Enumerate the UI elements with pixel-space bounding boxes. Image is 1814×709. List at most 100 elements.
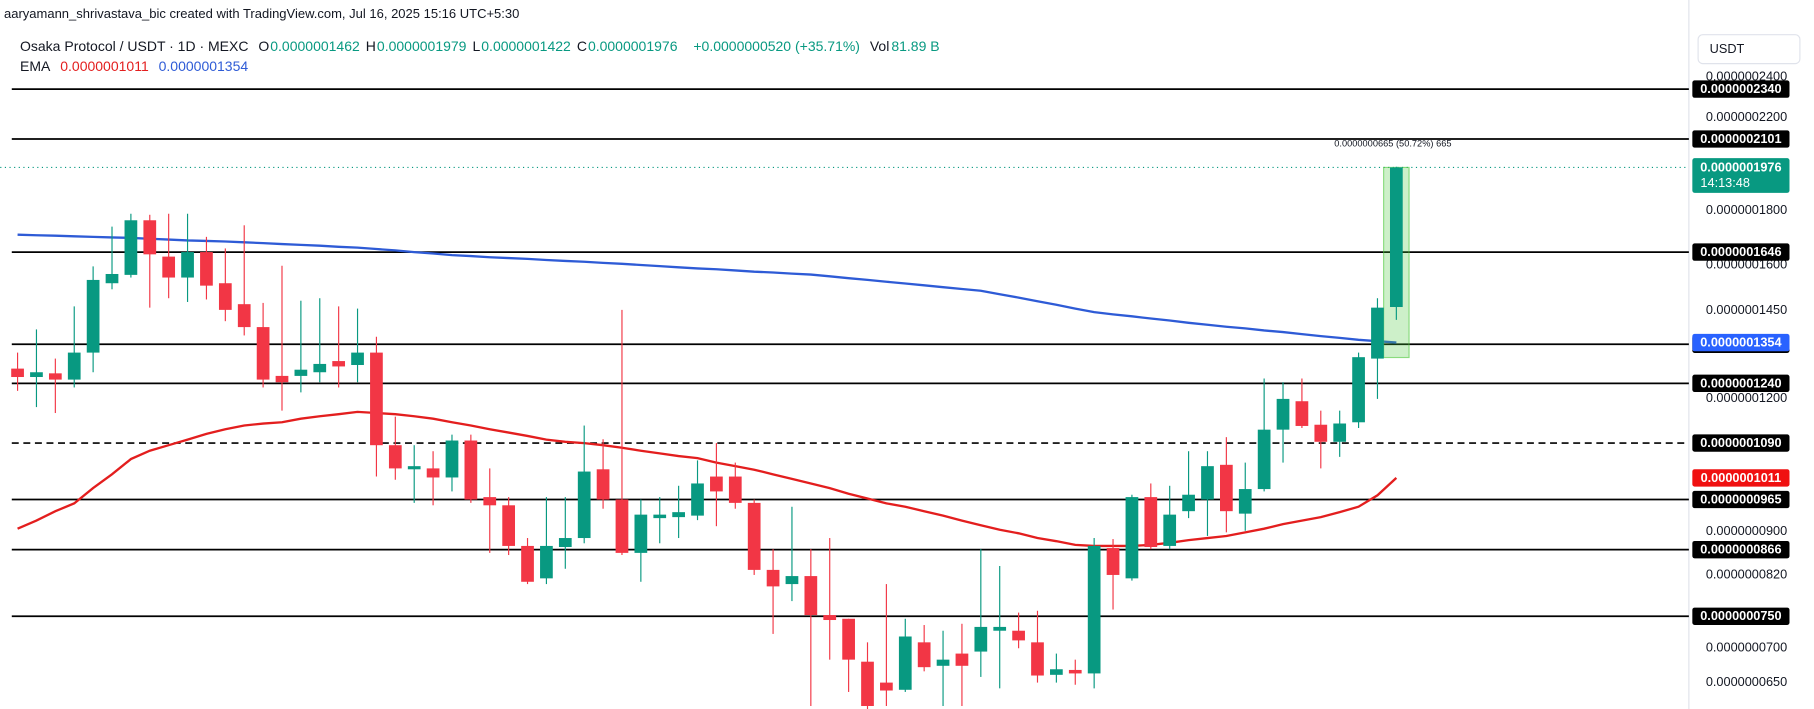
y-tick-label: 0.0000001450: [1706, 302, 1787, 317]
candle-body: [1276, 398, 1290, 430]
symbol: Osaka Protocol / USDT · 1D · MEXC: [20, 38, 249, 54]
candle-body: [502, 505, 516, 546]
ohlc-key: L: [472, 38, 481, 54]
y-tick-label: 0.0000000700: [1706, 640, 1787, 655]
ema-legend: EMA 0.0000001011 0.0000001354: [20, 58, 254, 74]
y-tick-label: 0.0000001800: [1706, 202, 1787, 217]
currency-label[interactable]: USDT: [1710, 41, 1745, 56]
candle-body: [1068, 669, 1082, 674]
candle-body: [1012, 630, 1025, 641]
candle-body: [86, 279, 100, 353]
candle-body: [615, 499, 629, 553]
level-box: [1692, 80, 1790, 98]
candle-body: [823, 615, 837, 621]
candle-body: [955, 653, 969, 666]
candle-body: [1106, 548, 1120, 575]
level-label: 0.0000001090: [1700, 435, 1781, 450]
candle-body: [181, 252, 194, 278]
candle-body: [861, 661, 874, 706]
candle-body: [521, 545, 534, 582]
candle-body: [388, 445, 402, 469]
candle-body: [710, 476, 723, 492]
candle-body: [747, 502, 761, 570]
candle-body: [48, 373, 62, 380]
candle-body: [30, 372, 43, 378]
candle-body: [313, 363, 327, 373]
candle-body: [691, 483, 704, 516]
level-box: [1692, 607, 1790, 625]
y-tick-label: 0.0000000820: [1706, 566, 1787, 581]
candle-body: [974, 626, 988, 652]
ema-box: [1692, 469, 1790, 487]
currency-button[interactable]: [1697, 34, 1801, 65]
candle-body: [1371, 307, 1384, 359]
candle-body: [1257, 429, 1271, 490]
level-label: 0.0000000965: [1700, 491, 1781, 506]
y-tick-label: 0.0000000900: [1706, 523, 1787, 538]
candle-body: [351, 352, 364, 366]
candle-body: [1389, 167, 1403, 308]
candle-body: [426, 468, 440, 478]
candle-body: [275, 375, 289, 383]
level-label: 0.0000001646: [1700, 244, 1781, 259]
candle-body: [445, 440, 459, 478]
candle-body: [464, 440, 478, 500]
attribution: aaryamann_shrivastava_bic created with T…: [4, 6, 525, 21]
candle-body: [540, 545, 553, 579]
candle-body: [634, 514, 648, 553]
candle-body: [672, 512, 685, 518]
candle-body: [917, 642, 931, 668]
ohlc-key: O: [258, 38, 270, 54]
ohlc-key: C: [576, 38, 587, 54]
candle-body: [124, 220, 138, 275]
level-box: [1692, 243, 1790, 261]
candle-body: [1050, 669, 1063, 675]
candle-body: [880, 682, 893, 691]
ema-box: [1692, 333, 1790, 352]
candle-body: [237, 304, 251, 328]
level-label: 0.0000000866: [1700, 542, 1781, 557]
y-tick-label: 0.0000002200: [1706, 109, 1787, 124]
volume-key: Vol: [869, 38, 890, 54]
candle-body: [256, 327, 270, 380]
candle-body: [332, 361, 346, 367]
candle-body: [370, 352, 383, 446]
candle-body: [1314, 424, 1328, 442]
candle-body: [596, 469, 610, 500]
attribution-text: aaryamann_shrivastava_bic created with T…: [4, 6, 520, 21]
ohlc-value: 0.0000001976: [587, 38, 678, 54]
ohlc-value: 0.0000001422: [481, 38, 571, 54]
candle-body: [1125, 497, 1139, 579]
candle-body: [105, 273, 119, 284]
candle-body: [143, 220, 157, 255]
candle-body: [804, 576, 818, 616]
y-tick-label: 0.0000001200: [1706, 390, 1787, 405]
candle-body: [1220, 464, 1233, 512]
candle-body: [1352, 357, 1365, 423]
candle-body: [1144, 497, 1158, 547]
candle-body: [1031, 642, 1044, 676]
ema-slow-value: 0.0000001354: [158, 58, 249, 74]
candle-body: [407, 466, 421, 470]
candle-body: [1295, 401, 1309, 426]
candle-body: [483, 497, 497, 506]
change: +0.0000000520 (+35.71%): [693, 38, 860, 54]
ohlc-key: H: [365, 38, 376, 54]
ohlc-value: 0.0000001979: [376, 38, 467, 54]
ohlc-legend: Osaka Protocol / USDT · 1D · MEXC O 0.000…: [20, 38, 946, 54]
candle-body: [558, 538, 572, 547]
last-price-box: [1692, 158, 1790, 193]
countdown-label: 14:13:48: [1700, 175, 1750, 190]
level-box: [1692, 130, 1790, 148]
candle-body: [842, 618, 855, 660]
measure-label: 0.0000000665 (50.72%) 665: [1334, 139, 1451, 149]
ema-label: 0.0000001011: [1701, 470, 1782, 485]
candle-body: [162, 256, 176, 278]
candle-body: [785, 576, 799, 585]
candle-body: [1238, 489, 1252, 514]
y-tick-label: 0.0000002400: [1706, 69, 1787, 84]
candle-body: [898, 636, 912, 690]
candle-body: [1087, 545, 1101, 674]
